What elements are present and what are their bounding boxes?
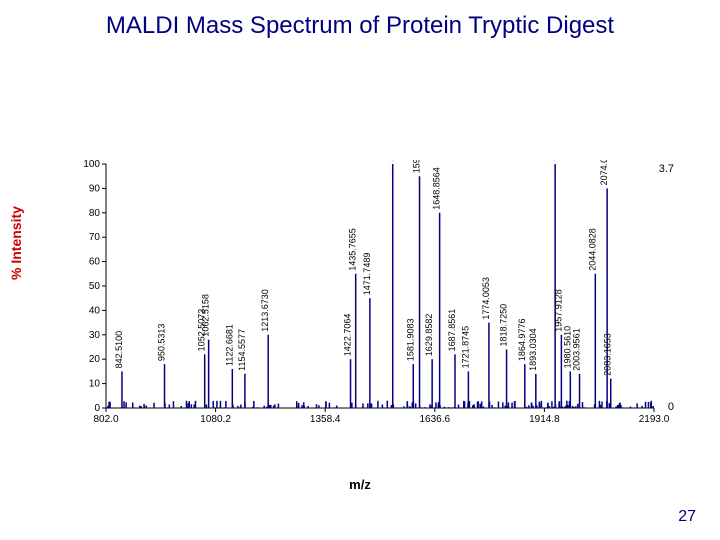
svg-text:1358.4: 1358.4	[310, 414, 341, 425]
svg-text:802.0: 802.0	[93, 414, 118, 425]
svg-text:1213.6730: 1213.6730	[260, 289, 270, 332]
svg-text:1957.9128: 1957.9128	[553, 289, 563, 332]
svg-text:1122.6681: 1122.6681	[224, 324, 234, 366]
chart-title: MALDI Mass Spectrum of Protein Tryptic D…	[0, 12, 720, 40]
svg-text:1062.5158: 1062.5158	[201, 294, 211, 337]
svg-text:1914.8: 1914.8	[529, 414, 560, 425]
svg-text:70: 70	[89, 232, 101, 243]
svg-text:0: 0	[94, 403, 100, 414]
svg-text:1636.6: 1636.6	[420, 414, 451, 425]
y-axis-label: % Intensity	[8, 206, 24, 280]
svg-text:60: 60	[89, 257, 101, 268]
svg-text:950.5313: 950.5313	[157, 324, 167, 362]
svg-text:1687.8561: 1687.8561	[447, 309, 457, 352]
svg-text:1597.8413: 1597.8413	[412, 160, 422, 173]
svg-text:842.5100: 842.5100	[114, 331, 124, 369]
svg-text:1774.0053: 1774.0053	[481, 277, 491, 320]
svg-text:2074.0557: 2074.0557	[599, 160, 609, 185]
slide-number: 27	[678, 508, 696, 526]
svg-text:100: 100	[83, 160, 100, 170]
svg-text:1818.7250: 1818.7250	[499, 304, 509, 347]
svg-text:1721.8745: 1721.8745	[460, 326, 470, 369]
svg-text:1471.7489: 1471.7489	[362, 253, 372, 296]
svg-text:0: 0	[668, 401, 674, 413]
svg-text:1893.0304: 1893.0304	[528, 328, 538, 371]
svg-text:1154.5577: 1154.5577	[237, 329, 247, 371]
x-axis-label: m/z	[0, 477, 720, 492]
svg-text:1942.0765: 1942.0765	[547, 160, 557, 161]
svg-text:1581.9083: 1581.9083	[405, 319, 415, 362]
svg-text:2193.0: 2193.0	[639, 414, 670, 425]
svg-text:1080.2: 1080.2	[200, 414, 231, 425]
svg-text:2003.9561: 2003.9561	[572, 328, 582, 371]
svg-text:1648.8564: 1648.8564	[432, 167, 442, 210]
svg-text:20: 20	[89, 354, 101, 365]
svg-text:90: 90	[89, 183, 101, 194]
svg-text:40: 40	[89, 305, 101, 316]
svg-text:1422.7064: 1422.7064	[343, 314, 353, 357]
svg-text:30: 30	[89, 330, 101, 341]
svg-text:1529.7979: 1529.7979	[385, 160, 395, 161]
svg-text:1864.9776: 1864.9776	[517, 319, 527, 362]
svg-text:1629.8582: 1629.8582	[424, 314, 434, 357]
svg-text:2044.0828: 2044.0828	[587, 228, 597, 271]
svg-text:80: 80	[89, 208, 101, 219]
svg-text:3.7: 3.7	[659, 163, 674, 175]
svg-text:2083.1653: 2083.1653	[603, 333, 613, 376]
svg-text:10: 10	[89, 379, 101, 390]
svg-text:1435.7655: 1435.7655	[348, 228, 358, 271]
spectrum-plot: 0 10 20 30 40 50 60 70 80 90 100 802.0 1080.2 1358.4 1…	[78, 160, 678, 430]
svg-text:50: 50	[89, 281, 101, 292]
